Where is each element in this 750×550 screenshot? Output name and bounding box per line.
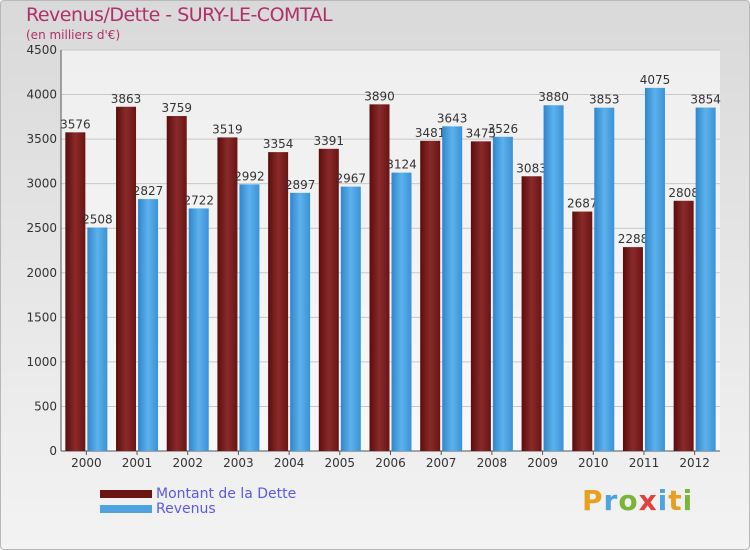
data-label-revenus: 2992 xyxy=(234,169,265,183)
data-label-revenus: 2722 xyxy=(183,193,214,207)
bar-revenus xyxy=(239,184,260,451)
x-tick-label: 2006 xyxy=(375,456,406,470)
bar-revenus xyxy=(492,136,513,451)
bar-dette xyxy=(318,148,339,451)
x-tick-label: 2012 xyxy=(679,456,710,470)
y-tick-label: 0 xyxy=(49,444,57,458)
y-tick-label: 3000 xyxy=(26,177,57,191)
bar-dette xyxy=(268,152,289,451)
y-tick-label: 3500 xyxy=(26,132,57,146)
x-tick-label: 2001 xyxy=(122,456,153,470)
x-tick-label: 2011 xyxy=(629,456,660,470)
bar-revenus xyxy=(594,107,615,451)
data-label-dette: 2687 xyxy=(567,197,598,211)
x-tick-label: 2004 xyxy=(274,456,305,470)
x-tick-label: 2008 xyxy=(477,456,508,470)
legend-swatch-dette xyxy=(100,490,152,498)
data-label-dette: 3863 xyxy=(111,92,142,106)
bar-dette xyxy=(369,104,390,451)
data-label-revenus: 3853 xyxy=(589,93,620,107)
bar-revenus xyxy=(188,208,209,451)
data-label-revenus: 3124 xyxy=(386,158,417,172)
x-tick-label: 2009 xyxy=(527,456,558,470)
chart-title: Revenus/Dette - SURY-LE-COMTAL xyxy=(26,4,333,26)
data-label-dette: 2288 xyxy=(618,232,649,246)
bar-revenus xyxy=(644,87,665,451)
bar-dette xyxy=(521,176,542,451)
data-label-dette: 3519 xyxy=(212,122,243,136)
bar-dette xyxy=(622,247,643,451)
y-tick-label: 2500 xyxy=(26,221,57,235)
legend-swatch-revenus xyxy=(100,505,152,513)
bar-dette xyxy=(65,132,86,451)
data-label-dette: 3475 xyxy=(466,126,497,140)
x-tick-label: 2010 xyxy=(578,456,609,470)
data-label-dette: 3481 xyxy=(415,126,446,140)
chart-subtitle: (en milliers d'€) xyxy=(26,28,121,42)
legend-item-dette: Montant de la Dette xyxy=(100,486,296,502)
x-tick-label: 2002 xyxy=(172,456,203,470)
plot-area xyxy=(61,50,720,451)
legend-item-revenus: Revenus xyxy=(100,501,216,517)
bar-dette xyxy=(673,200,694,451)
data-label-revenus: 2967 xyxy=(336,172,367,186)
bar-dette xyxy=(420,140,441,451)
y-tick-label: 4000 xyxy=(26,88,57,102)
bar-dette xyxy=(572,211,593,451)
data-label-revenus: 3880 xyxy=(538,90,569,104)
y-tick-label: 1500 xyxy=(26,310,57,324)
y-tick-label: 2000 xyxy=(26,266,57,280)
data-label-dette: 3759 xyxy=(161,101,192,115)
y-tick-label: 4500 xyxy=(26,43,57,57)
bar-revenus xyxy=(87,227,108,451)
legend-label-revenus: Revenus xyxy=(156,501,216,517)
data-label-dette: 3391 xyxy=(314,134,345,148)
data-label-dette: 3354 xyxy=(263,137,294,151)
data-label-revenus: 2827 xyxy=(133,184,164,198)
bar-dette xyxy=(116,106,137,451)
bar-dette xyxy=(166,116,187,451)
data-label-dette: 2808 xyxy=(668,186,699,200)
bar-dette xyxy=(217,137,238,451)
bar-revenus xyxy=(290,192,311,452)
x-tick-label: 2005 xyxy=(325,456,356,470)
data-label-revenus: 3526 xyxy=(488,122,519,136)
y-tick-label: 500 xyxy=(34,399,57,413)
data-label-dette: 3576 xyxy=(60,117,91,131)
bar-revenus xyxy=(695,107,716,451)
x-tick-label: 2003 xyxy=(223,456,254,470)
proxiti-logo: Proxiti xyxy=(582,484,694,517)
data-label-dette: 3083 xyxy=(516,161,547,175)
bar-revenus xyxy=(543,105,564,451)
legend-label-dette: Montant de la Dette xyxy=(156,486,297,502)
data-label-revenus: 3643 xyxy=(437,111,468,125)
data-label-dette: 3890 xyxy=(364,89,395,103)
x-tick-label: 2007 xyxy=(426,456,457,470)
data-label-revenus: 2508 xyxy=(82,213,113,227)
bar-revenus xyxy=(340,186,361,451)
y-tick-label: 1000 xyxy=(26,355,57,369)
data-label-revenus: 3854 xyxy=(690,93,721,107)
bar-revenus xyxy=(442,126,463,451)
data-label-revenus: 2897 xyxy=(285,178,316,192)
bar-dette xyxy=(470,141,491,452)
bar-revenus xyxy=(138,199,159,451)
bar-revenus xyxy=(391,172,412,451)
data-label-revenus: 4075 xyxy=(640,73,671,87)
x-tick-label: 2000 xyxy=(71,456,102,470)
